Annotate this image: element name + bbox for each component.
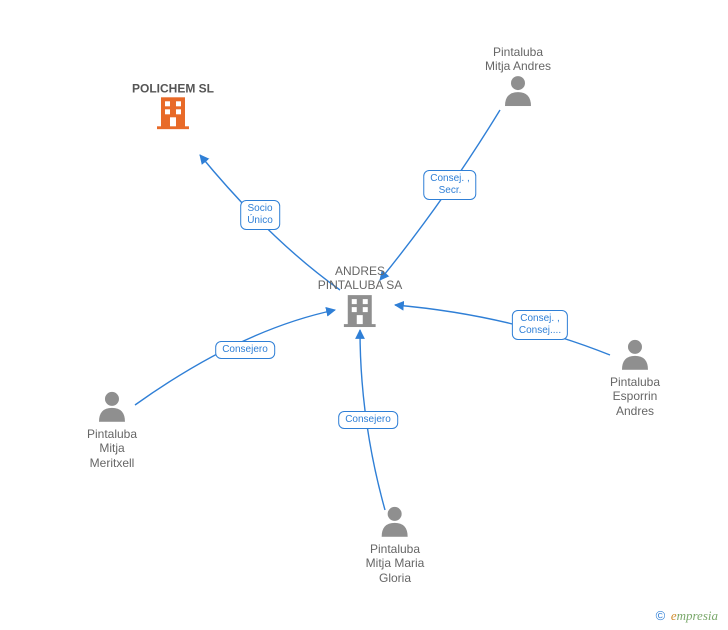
person-icon: [620, 338, 650, 375]
node-meritxell[interactable]: Pintaluba Mitja Meritxell: [87, 390, 137, 470]
person-icon: [380, 505, 410, 542]
node-polichem[interactable]: POLICHEM SL: [132, 81, 214, 134]
node-label: Pintaluba Mitja Andres: [485, 45, 551, 74]
node-center[interactable]: ANDRES PINTALUBA SA: [318, 264, 402, 332]
node-mitja-andres[interactable]: Pintaluba Mitja Andres: [485, 45, 551, 111]
edge-label: Consej. , Consej....: [512, 310, 568, 340]
node-label: Pintaluba Mitja Meritxell: [87, 427, 137, 470]
edge-label: Socio Único: [240, 200, 280, 230]
edge-label: Consejero: [215, 341, 275, 359]
building-icon: [344, 293, 376, 332]
brand-name: empresia: [671, 608, 718, 623]
person-icon: [97, 390, 127, 427]
copyright-symbol: ©: [656, 608, 666, 623]
network-diagram: POLICHEM SL Pintaluba Mitja Andres ANDRE…: [0, 0, 728, 630]
node-label: Pintaluba Mitja Maria Gloria: [366, 542, 425, 585]
node-esporrin[interactable]: Pintaluba Esporrin Andres: [610, 338, 660, 418]
building-icon: [157, 96, 189, 135]
edge-path: [395, 305, 610, 355]
edge-label: Consejero: [338, 411, 398, 429]
node-label: ANDRES PINTALUBA SA: [318, 264, 402, 293]
edge-label: Consej. , Secr.: [423, 170, 476, 200]
watermark: © empresia: [656, 608, 718, 624]
node-label: Pintaluba Esporrin Andres: [610, 375, 660, 418]
node-gloria[interactable]: Pintaluba Mitja Maria Gloria: [366, 505, 425, 585]
node-label: POLICHEM SL: [132, 81, 214, 95]
person-icon: [503, 74, 533, 111]
